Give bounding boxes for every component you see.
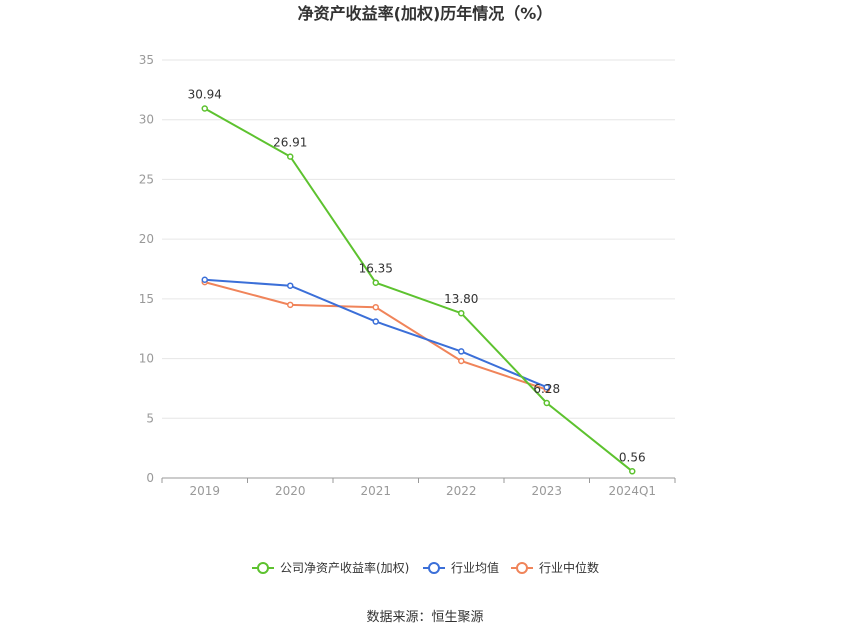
legend[interactable]: 公司净资产收益率(加权) 行业均值 行业中位数 <box>252 560 599 575</box>
data-point[interactable] <box>287 282 294 289</box>
grid <box>162 59 675 419</box>
chart-title: 净资产收益率(加权)历年情况（%） <box>298 4 553 23</box>
x-tick-label: 2022 <box>446 484 477 498</box>
y-tick-label: 5 <box>146 411 154 425</box>
x-tick-label: 2020 <box>275 484 306 498</box>
data-point[interactable] <box>629 468 636 475</box>
legend-item-2[interactable]: 行业中位数 <box>511 560 599 575</box>
y-tick-label: 15 <box>139 292 154 306</box>
data-point[interactable] <box>287 301 294 309</box>
data-label: 26.91 <box>273 136 307 150</box>
legend-item-0[interactable]: 公司净资产收益率(加权) <box>252 560 409 575</box>
data-point[interactable] <box>287 153 294 160</box>
data-point[interactable] <box>543 399 550 407</box>
x-tick-label: 2023 <box>531 484 562 498</box>
legend-label: 行业均值 <box>451 560 499 575</box>
legend-marker <box>516 562 528 574</box>
legend-marker <box>428 562 440 574</box>
data-point[interactable] <box>201 276 208 283</box>
data-point[interactable] <box>458 348 465 355</box>
y-tick-label: 35 <box>139 53 154 67</box>
series-line <box>204 107 633 473</box>
y-axis: 0 5 10 15 20 25 30 35 <box>139 53 154 485</box>
data-source: 数据来源：恒生聚源 <box>366 610 483 625</box>
y-tick-label: 25 <box>139 172 154 186</box>
y-tick-label: 0 <box>146 471 154 485</box>
x-tick-label: 2024Q1 <box>608 484 656 498</box>
data-label: 13.80 <box>444 292 478 306</box>
x-axis: 2019 2020 2021 2022 2023 2024Q1 <box>161 477 676 498</box>
legend-label: 行业中位数 <box>539 560 599 575</box>
data-point[interactable] <box>543 383 550 391</box>
series-group: 30.94 26.91 16.35 13.80 6.28 0.56 <box>188 87 646 475</box>
legend-item-1[interactable]: 行业均值 <box>423 560 499 575</box>
y-tick-label: 30 <box>139 113 154 127</box>
x-tick-label: 2019 <box>189 484 220 498</box>
data-label: 6.28 <box>533 382 560 396</box>
series-0: 30.94 26.91 16.35 13.80 6.28 0.56 <box>188 87 646 475</box>
series-line <box>204 281 548 391</box>
y-tick-label: 20 <box>139 232 154 246</box>
legend-label: 公司净资产收益率(加权) <box>280 560 409 575</box>
data-label: 30.94 <box>188 87 222 101</box>
legend-marker <box>257 562 269 574</box>
data-point[interactable] <box>372 318 379 325</box>
series-2 <box>201 278 550 393</box>
data-point[interactable] <box>372 303 379 311</box>
x-tick-label: 2021 <box>360 484 391 498</box>
data-point[interactable] <box>201 105 208 112</box>
y-tick-label: 10 <box>139 352 154 366</box>
data-label: 16.35 <box>359 262 393 276</box>
data-label: 0.56 <box>619 450 646 464</box>
data-point[interactable] <box>372 279 379 286</box>
data-point[interactable] <box>458 357 465 365</box>
series-1 <box>201 276 550 391</box>
data-point[interactable] <box>458 309 465 317</box>
